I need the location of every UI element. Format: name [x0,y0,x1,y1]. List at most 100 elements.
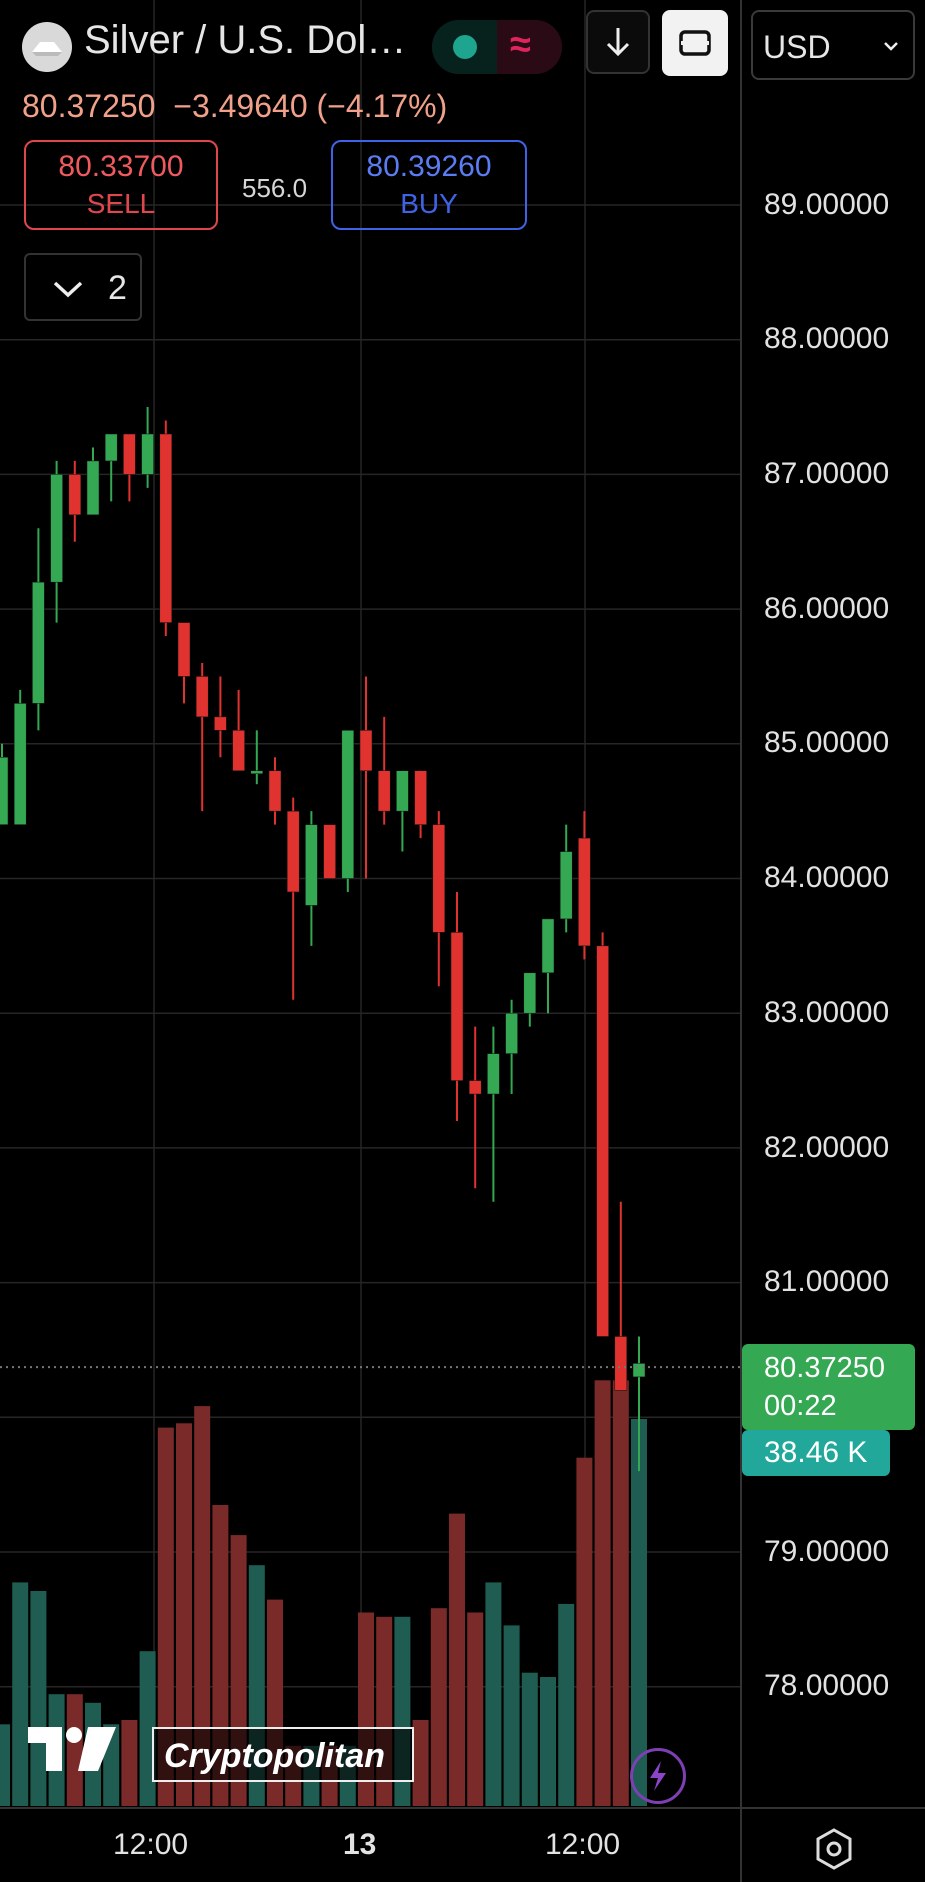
silver-symbol-icon [22,22,72,72]
volume-bar [485,1582,502,1806]
sell-label: SELL [86,188,156,219]
symbol-title[interactable]: Silver / U.S. Dol… [84,18,407,62]
candle-body [414,770,427,825]
candle-body [505,1012,518,1054]
candle-body [286,810,300,893]
chart-grid [0,0,740,1806]
candle-body [159,433,173,623]
price-axis-label: 83.00000 [764,996,890,1029]
fullscreen-button[interactable] [662,10,728,76]
volume-bar [449,1513,465,1806]
sell-price: 80.33700 [58,150,184,183]
candlesticks [0,407,646,1472]
candle-body [214,716,227,731]
price-axis-label: 82.00000 [764,1131,890,1164]
quote-line: 80.37250 −3.49640 (−4.17%) [22,88,447,125]
tradingview-logo[interactable] [28,1727,118,1778]
volume-bar [430,1608,447,1806]
volume-bar [594,1380,611,1806]
candle-body [323,824,336,879]
volume-bar [612,1380,629,1806]
price-axis-label: 86.00000 [764,592,890,625]
last-price-tag: 80.37250 00:22 [742,1344,915,1430]
candle-body [632,1363,646,1378]
volume-bar [0,1724,10,1806]
currency-value: USD [763,29,831,65]
time-axis-label: 13 [343,1828,377,1861]
volume-bar [576,1457,593,1806]
candle-body [305,824,318,906]
volume-bar [412,1720,429,1806]
volume-tag: 38.46 K [742,1430,890,1476]
candle-body [86,460,100,516]
volume-bar [558,1603,575,1806]
candle-body [614,1336,628,1391]
volume-bar [176,1423,192,1806]
wave-icon: ≈ [510,24,531,66]
lightning-icon[interactable] [630,1748,686,1804]
candle-body [268,770,282,812]
chevron-down-icon [884,42,898,51]
candle-body [341,730,355,879]
price-axis-label: 87.00000 [764,457,890,490]
candle-body [432,824,446,933]
buy-button[interactable]: 80.39260 BUY [331,140,527,230]
volume-bar [66,1694,83,1806]
volume-bar [30,1591,47,1806]
volume-bar [121,1720,138,1806]
candle-body [450,932,464,1081]
last-price: 80.37250 [22,88,156,124]
price-axis-label: 85.00000 [764,726,890,759]
candle-body [232,730,245,771]
price-change: −3.49640 [173,88,308,124]
candle-body [541,918,555,974]
volume-bar [467,1612,484,1806]
candle-body [50,474,63,583]
candle-body [141,433,154,475]
volume-bar [12,1582,29,1806]
volume-bar [631,1419,647,1806]
chevron-down-icon [53,281,83,298]
candle-body [468,1080,482,1095]
time-axis-label: 12:00 [113,1828,189,1861]
market-open-dot-icon [453,35,477,59]
watermark-brand: Cryptopolitan [152,1727,414,1782]
indicators-count: 2 [108,269,127,307]
candle-body [377,770,391,812]
candle-body [396,770,409,812]
sell-button[interactable]: 80.33700 SELL [24,140,218,230]
candle-body [487,1053,500,1095]
price-axis-label: 89.00000 [764,188,890,221]
volume-bar [157,1427,174,1806]
price-axis-label: 79.00000 [764,1535,890,1568]
fullscreen-icon [679,30,711,56]
scroll-to-latest-button[interactable] [586,10,650,74]
candle-body [177,622,191,677]
candle-body [596,945,609,1337]
candle-body [68,474,82,516]
market-status-pill[interactable]: ≈ [432,20,562,74]
candle-body [32,581,45,704]
arrow-down-icon [606,28,630,57]
price-axis-label: 88.00000 [764,322,890,355]
price-axis-label: 84.00000 [764,861,890,894]
candle-body [13,703,27,825]
candle-body [104,433,118,462]
indicators-toggle-button[interactable]: 2 [24,253,142,321]
last-price-tag-value: 80.37250 [764,1352,885,1384]
candle-body [195,676,209,718]
candle-body [123,433,136,475]
volume-bar [540,1677,556,1806]
price-axis-label: 81.00000 [764,1265,890,1298]
buy-label: BUY [400,188,458,219]
candle-body [578,837,591,947]
candle-body [559,851,573,920]
candle-body [250,770,264,774]
spread-value: 556.0 [242,173,308,203]
volume-bar [194,1406,211,1806]
settings-icon[interactable] [812,1827,856,1876]
currency-select[interactable]: USD [751,10,915,80]
time-axis-label: 12:00 [545,1828,621,1861]
volume-bar [503,1625,520,1806]
volume-bar [521,1672,538,1806]
